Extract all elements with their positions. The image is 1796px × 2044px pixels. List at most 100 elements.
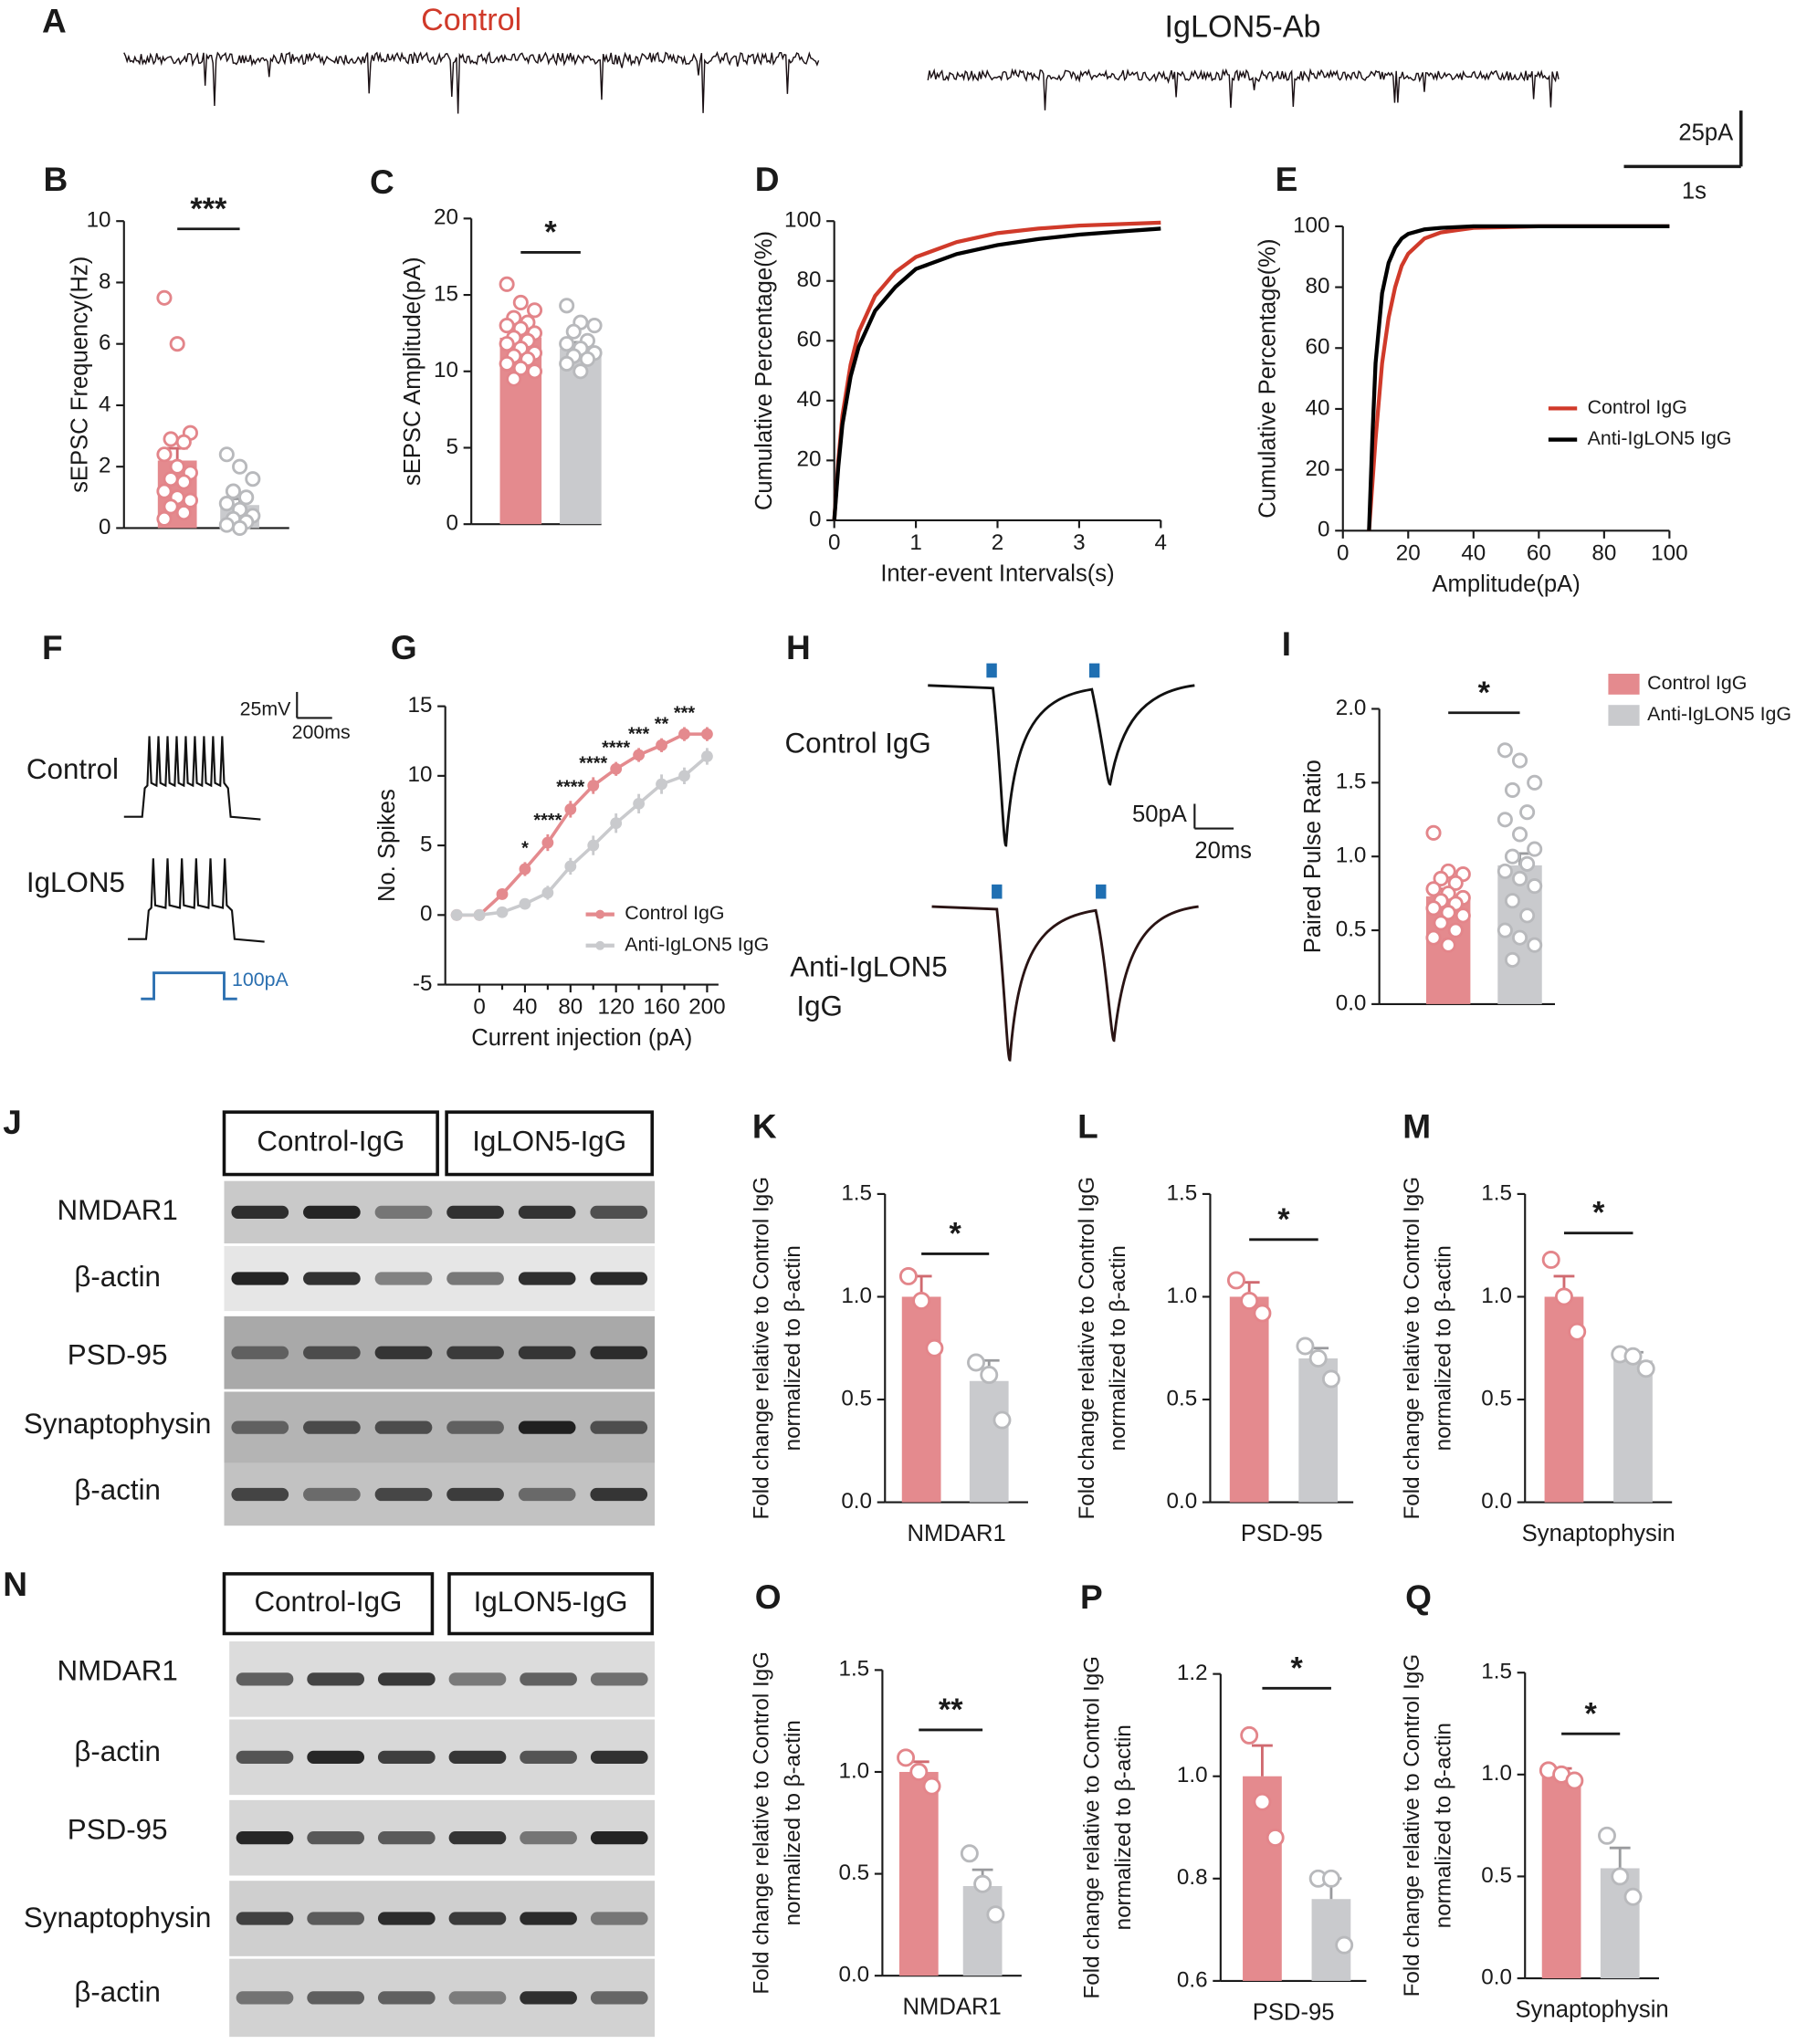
- significance: **: [939, 1693, 963, 1727]
- data-point: [473, 908, 486, 921]
- data-point: [156, 483, 173, 499]
- data-point: [1308, 1349, 1328, 1368]
- row-label: β-actin: [74, 1261, 161, 1293]
- band: [448, 1831, 507, 1845]
- trace: [123, 50, 820, 114]
- band: [518, 1205, 576, 1219]
- legend-swatch: [1608, 674, 1640, 695]
- row-label: β-actin: [74, 1473, 161, 1505]
- band: [590, 1346, 648, 1359]
- band: [374, 1272, 433, 1285]
- legend-label: Control IgG: [1647, 672, 1747, 694]
- y-tick-label: 0.0: [1481, 1965, 1512, 1989]
- scale-label: 1s: [1682, 179, 1707, 204]
- data-point: [559, 336, 575, 352]
- data-point: [163, 471, 179, 487]
- data-point: [897, 1748, 916, 1767]
- scale-label: 100pA: [232, 969, 289, 991]
- panel-letter: L: [1077, 1106, 1098, 1145]
- significance: **: [655, 715, 669, 735]
- band: [231, 1487, 289, 1502]
- data-point: [912, 1291, 931, 1310]
- data-point: [559, 298, 575, 314]
- data-point: [169, 458, 185, 475]
- band: [590, 1991, 648, 2005]
- y-axis-label: Fold change relative to Control IgG: [750, 1651, 774, 1995]
- data-point: [496, 888, 509, 900]
- data-point: [526, 363, 543, 380]
- band: [377, 1831, 436, 1845]
- bar: [1541, 1774, 1581, 1979]
- data-point: [1504, 781, 1521, 798]
- y-tick-label: 100: [1293, 213, 1329, 237]
- band: [446, 1205, 504, 1219]
- y-axis-label: Cumulative Percentage(%): [751, 231, 777, 510]
- data-line: [1367, 224, 1670, 531]
- blot-strip: [229, 1719, 656, 1796]
- row-label: PSD-95: [68, 1813, 168, 1845]
- panel-letter: E: [1276, 160, 1298, 198]
- row-label: Synaptophysin: [24, 1408, 212, 1440]
- data-point: [1425, 929, 1442, 946]
- bar: [1229, 1296, 1269, 1503]
- data-point: [559, 355, 575, 372]
- y-tick-label: 1.5: [1481, 1180, 1512, 1205]
- significance: ****: [556, 777, 584, 797]
- x-tick-label: 3: [1073, 530, 1085, 555]
- data-point: [967, 1353, 985, 1372]
- band: [448, 1991, 507, 2005]
- y-tick-label: 0.5: [841, 1386, 872, 1410]
- y-tick-label: 5: [420, 832, 432, 856]
- data-point: [541, 836, 554, 849]
- data-point: [701, 728, 713, 740]
- x-axis-label: Synaptophysin: [1522, 1521, 1675, 1546]
- data-point: [1425, 900, 1442, 917]
- y-tick-label: 0.8: [1177, 1865, 1208, 1890]
- blot-strip: [224, 1462, 656, 1526]
- y-tick-label: 1.0: [1177, 1763, 1208, 1787]
- data-point: [1240, 1291, 1259, 1310]
- stimulus-marker: [986, 663, 997, 678]
- group-box: [445, 1110, 655, 1177]
- data-point: [1425, 824, 1442, 841]
- band: [374, 1346, 433, 1359]
- y-tick-label: 20: [434, 205, 458, 230]
- trace-title: IgLON5-Ab: [1165, 9, 1321, 44]
- band: [303, 1487, 361, 1502]
- significance: *: [1592, 1196, 1605, 1231]
- legend-marker: [595, 909, 605, 919]
- x-tick-label: 1: [909, 530, 921, 555]
- trace-label: IgG: [796, 990, 843, 1022]
- data-point: [1440, 905, 1456, 921]
- band: [303, 1205, 361, 1219]
- y-axis-label: Fold change relative to Control IgG: [1075, 1177, 1099, 1520]
- x-tick-label: 80: [1591, 540, 1616, 565]
- band: [446, 1487, 504, 1502]
- bar: [1613, 1360, 1653, 1503]
- y-tick-label: 80: [1306, 274, 1330, 299]
- y-tick-label: 1.2: [1177, 1661, 1208, 1685]
- blot-strip: [224, 1391, 656, 1463]
- y-tick-label: 0: [809, 507, 821, 531]
- blot-strip: [224, 1180, 656, 1244]
- panel-letter: N: [3, 1565, 27, 1603]
- y-tick-label: 1.0: [1481, 1284, 1512, 1308]
- y-axis-label: Cumulative Percentage(%): [1255, 238, 1280, 518]
- y-tick-label: 1.5: [1336, 770, 1367, 794]
- y-tick-label: 0.5: [838, 1861, 869, 1885]
- band: [448, 1912, 507, 1925]
- row-label: NMDAR1: [58, 1194, 178, 1226]
- data-point: [156, 510, 173, 527]
- x-axis-label: Synaptophysin: [1516, 1997, 1669, 2022]
- data-point: [586, 317, 603, 334]
- data-point: [156, 446, 173, 463]
- data-point: [1504, 848, 1521, 865]
- data-point: [512, 360, 529, 376]
- data-point: [1511, 870, 1528, 886]
- data-point: [1541, 1250, 1560, 1269]
- data-point: [499, 317, 515, 334]
- y-tick-label: 1.0: [1167, 1284, 1198, 1308]
- panel-letter: B: [43, 160, 68, 198]
- panel-letter: F: [42, 628, 63, 666]
- blot-strip: [224, 1245, 656, 1312]
